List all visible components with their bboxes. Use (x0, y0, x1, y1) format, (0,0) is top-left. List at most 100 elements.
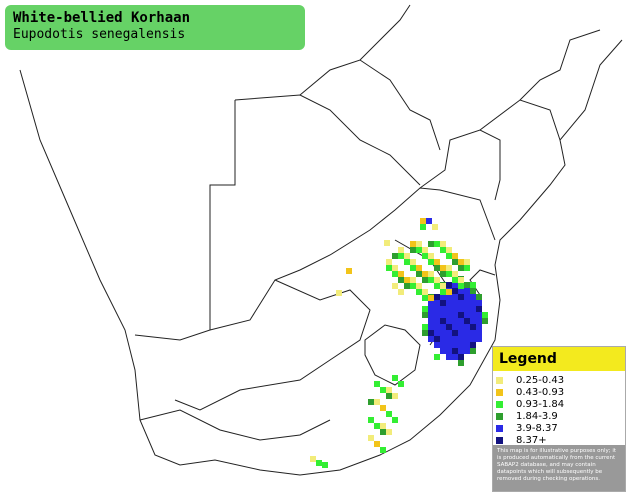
atlas-cell (464, 294, 470, 300)
atlas-cell (464, 324, 470, 330)
atlas-cell (440, 324, 446, 330)
atlas-cell (434, 294, 440, 300)
atlas-cell (458, 342, 464, 348)
atlas-cell (410, 283, 416, 289)
atlas-cell (458, 294, 464, 300)
atlas-cell (440, 348, 446, 354)
atlas-cell (446, 271, 452, 277)
atlas-cell (464, 265, 470, 271)
atlas-cell (458, 312, 464, 318)
atlas-cell (446, 318, 452, 324)
atlas-cell (452, 288, 458, 294)
atlas-cell (464, 259, 470, 265)
atlas-cell (458, 318, 464, 324)
atlas-cell (482, 312, 488, 318)
atlas-cell (380, 387, 386, 393)
atlas-cell (398, 247, 404, 253)
legend-swatch (496, 401, 503, 408)
atlas-cell (452, 282, 458, 288)
atlas-cell (422, 271, 428, 277)
atlas-cell (368, 435, 374, 441)
atlas-cell (386, 259, 392, 265)
atlas-cell (410, 265, 416, 271)
atlas-cell (428, 336, 434, 342)
atlas-cell (322, 462, 328, 468)
atlas-cell (434, 277, 440, 283)
legend-item: 3.9-8.37 (495, 423, 625, 435)
atlas-cell (398, 253, 404, 259)
legend-item: 0.93-1.84 (495, 399, 625, 411)
atlas-cell (434, 241, 440, 247)
atlas-cell (464, 336, 470, 342)
atlas-cell (422, 312, 428, 318)
atlas-cell (428, 300, 434, 306)
atlas-cell (446, 306, 452, 312)
atlas-cell (380, 447, 386, 453)
atlas-cell (410, 259, 416, 265)
atlas-cell (434, 318, 440, 324)
atlas-cell (440, 342, 446, 348)
atlas-cell (470, 312, 476, 318)
atlas-cell (464, 288, 470, 294)
atlas-cell (434, 312, 440, 318)
atlas-cell (476, 312, 482, 318)
atlas-cell (470, 306, 476, 312)
atlas-cell (410, 277, 416, 283)
atlas-cell (426, 218, 432, 224)
atlas-cell (434, 259, 440, 265)
atlas-cell (440, 312, 446, 318)
atlas-cell (476, 318, 482, 324)
atlas-cell (416, 289, 422, 295)
atlas-cell (458, 259, 464, 265)
atlas-cell (380, 405, 386, 411)
atlas-cell (404, 277, 410, 283)
atlas-cell (476, 294, 482, 300)
legend-item: 1.84-3.9 (495, 411, 625, 423)
atlas-cell (452, 300, 458, 306)
atlas-cell (404, 253, 410, 259)
atlas-cell (458, 336, 464, 342)
atlas-cell (458, 265, 464, 271)
atlas-cell (368, 417, 374, 423)
legend-label: 3.9-8.37 (516, 423, 558, 434)
legend-title: Legend (493, 347, 625, 371)
atlas-cell (434, 354, 440, 360)
atlas-cell (416, 271, 422, 277)
atlas-cell (422, 295, 428, 301)
atlas-cell (380, 423, 386, 429)
atlas-cell (452, 336, 458, 342)
atlas-cell (392, 283, 398, 289)
atlas-cell (428, 324, 434, 330)
atlas-cell (434, 300, 440, 306)
atlas-cell (440, 271, 446, 277)
atlas-cell (458, 330, 464, 336)
atlas-cell (470, 282, 476, 288)
atlas-cell (440, 330, 446, 336)
atlas-cell (446, 253, 452, 259)
atlas-cell (470, 342, 476, 348)
legend-label: 8.37+ (516, 435, 547, 446)
atlas-cell (470, 348, 476, 354)
atlas-cell (452, 318, 458, 324)
atlas-cell (452, 294, 458, 300)
atlas-cell (476, 330, 482, 336)
atlas-cell (422, 306, 428, 312)
atlas-cell (464, 300, 470, 306)
atlas-cell (464, 330, 470, 336)
atlas-cell (446, 294, 452, 300)
atlas-cell (470, 300, 476, 306)
atlas-cell (470, 294, 476, 300)
atlas-cell (392, 265, 398, 271)
atlas-cell (428, 259, 434, 265)
atlas-cell (458, 300, 464, 306)
legend-label: 1.84-3.9 (516, 411, 558, 422)
atlas-cell (440, 318, 446, 324)
atlas-cell (386, 265, 392, 271)
atlas-cell (374, 399, 380, 405)
atlas-cell (434, 324, 440, 330)
legend-swatch (496, 437, 503, 444)
atlas-cell (452, 342, 458, 348)
title-box: White-bellied Korhaan Eupodotis senegale… (5, 5, 305, 50)
